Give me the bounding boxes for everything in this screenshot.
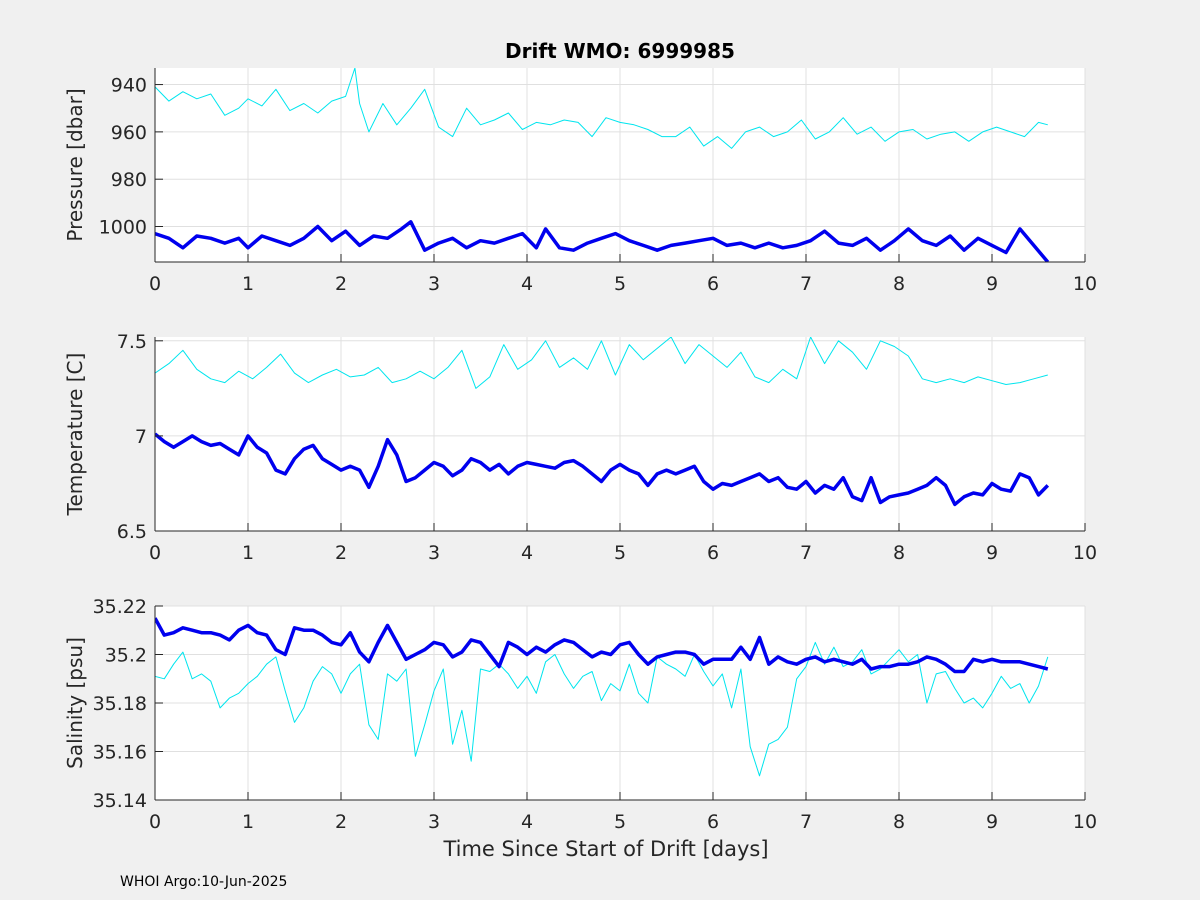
y-tick-label: 35.16 — [93, 742, 147, 764]
x-tick-label: 1 — [242, 811, 254, 833]
x-tick-label: 8 — [893, 811, 905, 833]
y-tick-label: 1000 — [99, 217, 147, 239]
series-line-thick — [155, 432, 1050, 507]
x-tick-label: 6 — [707, 811, 719, 833]
x-tick-label: 7 — [800, 273, 812, 295]
x-tick-label: 4 — [521, 542, 533, 564]
series-line-thin — [155, 641, 1049, 777]
x-tick-label: 10 — [1073, 811, 1097, 833]
y-tick-label: 35.18 — [93, 693, 147, 715]
y-tick-label: 7.5 — [117, 331, 147, 353]
series-line-thin — [155, 337, 1048, 389]
y-tick-label: 980 — [111, 169, 147, 191]
x-tick-label: 3 — [428, 542, 440, 564]
x-tick-label: 0 — [149, 542, 161, 564]
chart-panel-3: 0 1 2 3 4 5 6 7 8 9 10 35.14 35.16 35.18 35.2 35.22 Sali… — [63, 596, 1097, 861]
x-tick-label: 1 — [242, 273, 254, 295]
chart-title: Drift WMO: 6999985 — [505, 39, 735, 63]
x-tick-label: 10 — [1073, 273, 1097, 295]
y-tick-label: 35.14 — [93, 790, 147, 812]
x-tick-label: 1 — [242, 542, 254, 564]
x-tick-label: 4 — [521, 273, 533, 295]
y-tick-label: 35.22 — [93, 596, 147, 618]
x-tick-label: 9 — [986, 542, 998, 564]
x-tick-label: 6 — [707, 542, 719, 564]
x-tick-label: 3 — [428, 273, 440, 295]
x-tick-label: 7 — [800, 542, 812, 564]
series-line-thick — [155, 617, 1049, 674]
y-axis-label: Pressure [dbar] — [63, 88, 87, 241]
x-tick-label: 5 — [614, 273, 626, 295]
x-tick-label: 2 — [335, 811, 347, 833]
x-tick-label: 8 — [893, 542, 905, 564]
x-tick-label: 2 — [335, 273, 347, 295]
x-tick-label: 8 — [893, 273, 905, 295]
y-tick-label: 7 — [135, 426, 147, 448]
x-tick-label: 7 — [800, 811, 812, 833]
x-tick-label: 9 — [986, 273, 998, 295]
x-tick-label: 9 — [986, 811, 998, 833]
x-tick-label: 0 — [149, 273, 161, 295]
x-tick-label: 10 — [1073, 542, 1097, 564]
x-tick-label: 0 — [149, 811, 161, 833]
x-tick-label: 5 — [614, 811, 626, 833]
series-line-thick — [155, 220, 1050, 262]
y-tick-label: 960 — [111, 122, 147, 144]
footer-note: WHOI Argo:10-Jun-2025 — [120, 874, 288, 890]
series-line-thin — [155, 68, 1048, 149]
y-tick-label: 940 — [111, 75, 147, 97]
x-tick-label: 2 — [335, 542, 347, 564]
x-tick-label: 5 — [614, 542, 626, 564]
x-tick-label: 6 — [707, 273, 719, 295]
y-tick-label: 35.2 — [105, 645, 147, 667]
x-axis-label: Time Since Start of Drift [days] — [442, 837, 768, 861]
x-tick-label: 3 — [428, 811, 440, 833]
chart-panel-1: 0 1 2 3 4 5 6 7 8 9 10 940 960 980 1000 Pressure [dbar] — [63, 68, 1097, 295]
y-axis-label: Salinity [psu] — [63, 637, 87, 769]
y-tick-label: 6.5 — [117, 521, 147, 543]
y-axis-label: Temperature [C] — [63, 353, 87, 517]
x-tick-label: 4 — [521, 811, 533, 833]
chart-panel-2: 0 1 2 3 4 5 6 7 8 9 10 6.5 7 7.5 Temperature [C] — [63, 331, 1097, 564]
